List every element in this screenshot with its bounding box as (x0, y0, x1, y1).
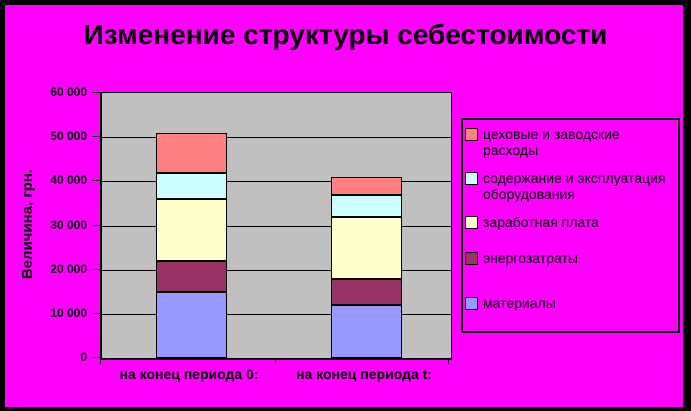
legend-label: материалы (483, 295, 556, 311)
y-axis-tick-mark (92, 357, 100, 358)
legend-swatch-icon (465, 172, 478, 185)
y-tick-label: 20 000 (50, 261, 87, 276)
legend-label: заработная плата (483, 214, 599, 230)
legend-item: материалы (465, 295, 677, 311)
legend-swatch-icon (465, 297, 478, 310)
y-axis-tick-mark (92, 92, 100, 93)
legend-swatch-icon (465, 252, 478, 265)
bar-segment-содержание (331, 194, 402, 217)
legend-item: цеховые и заводские расходы (465, 126, 677, 158)
x-axis-tick-mark (448, 358, 449, 364)
gridline (102, 181, 451, 183)
legend-label: содержание и эксплуатация оборудования (483, 170, 666, 202)
legend-swatch-icon (465, 216, 478, 229)
y-tick-label: 30 000 (50, 217, 87, 232)
bar-segment-цеховые (331, 176, 402, 195)
legend-item: заработная плата (465, 214, 677, 230)
bar-segment-энергозатраты (156, 260, 227, 292)
bar-segment-цеховые (156, 132, 227, 173)
gridline (102, 313, 451, 315)
bar-segment-заработная (156, 199, 227, 261)
legend-label: цеховые и заводские расходы (483, 126, 620, 158)
y-tick-label: 10 000 (50, 305, 87, 320)
stacked-bar (156, 93, 227, 358)
y-axis-tick-mark (92, 136, 100, 138)
legend-item: энергозатраты (465, 250, 677, 266)
gridline (102, 269, 451, 271)
x-category-label: на конец периода t: (296, 366, 432, 382)
y-tick-label: 0 (80, 350, 87, 364)
x-axis-tick-mark (275, 358, 276, 364)
y-axis-tick-mark (92, 224, 100, 226)
gridline (102, 137, 451, 139)
bar-segment-материалы (156, 291, 227, 358)
x-axis-tick-mark (100, 358, 101, 364)
legend-label: энергозатраты (483, 250, 578, 266)
y-tick-label: 60 000 (50, 85, 87, 99)
legend-item: содержание и эксплуатация оборудования (465, 170, 677, 202)
y-axis-tick-mark (92, 180, 100, 182)
legend: цеховые и заводские расходы содержание и … (461, 118, 680, 333)
y-axis-tick-mark (92, 312, 100, 314)
x-category-label: на конец периода 0: (119, 366, 259, 382)
bar-segment-энергозатраты (331, 278, 402, 305)
bar-segment-материалы (331, 305, 402, 358)
y-tick-label: 50 000 (50, 129, 87, 144)
stacked-bar (331, 93, 402, 358)
gridline (102, 225, 451, 227)
bar-segment-заработная (331, 216, 402, 279)
plot-area (100, 92, 452, 360)
y-axis-tick-mark (92, 268, 100, 270)
bar-segment-содержание (156, 172, 227, 200)
y-tick-label: 40 000 (50, 173, 87, 188)
chart-title: Изменение структуры себестоимости (83, 19, 608, 50)
legend-swatch-icon (465, 128, 478, 141)
